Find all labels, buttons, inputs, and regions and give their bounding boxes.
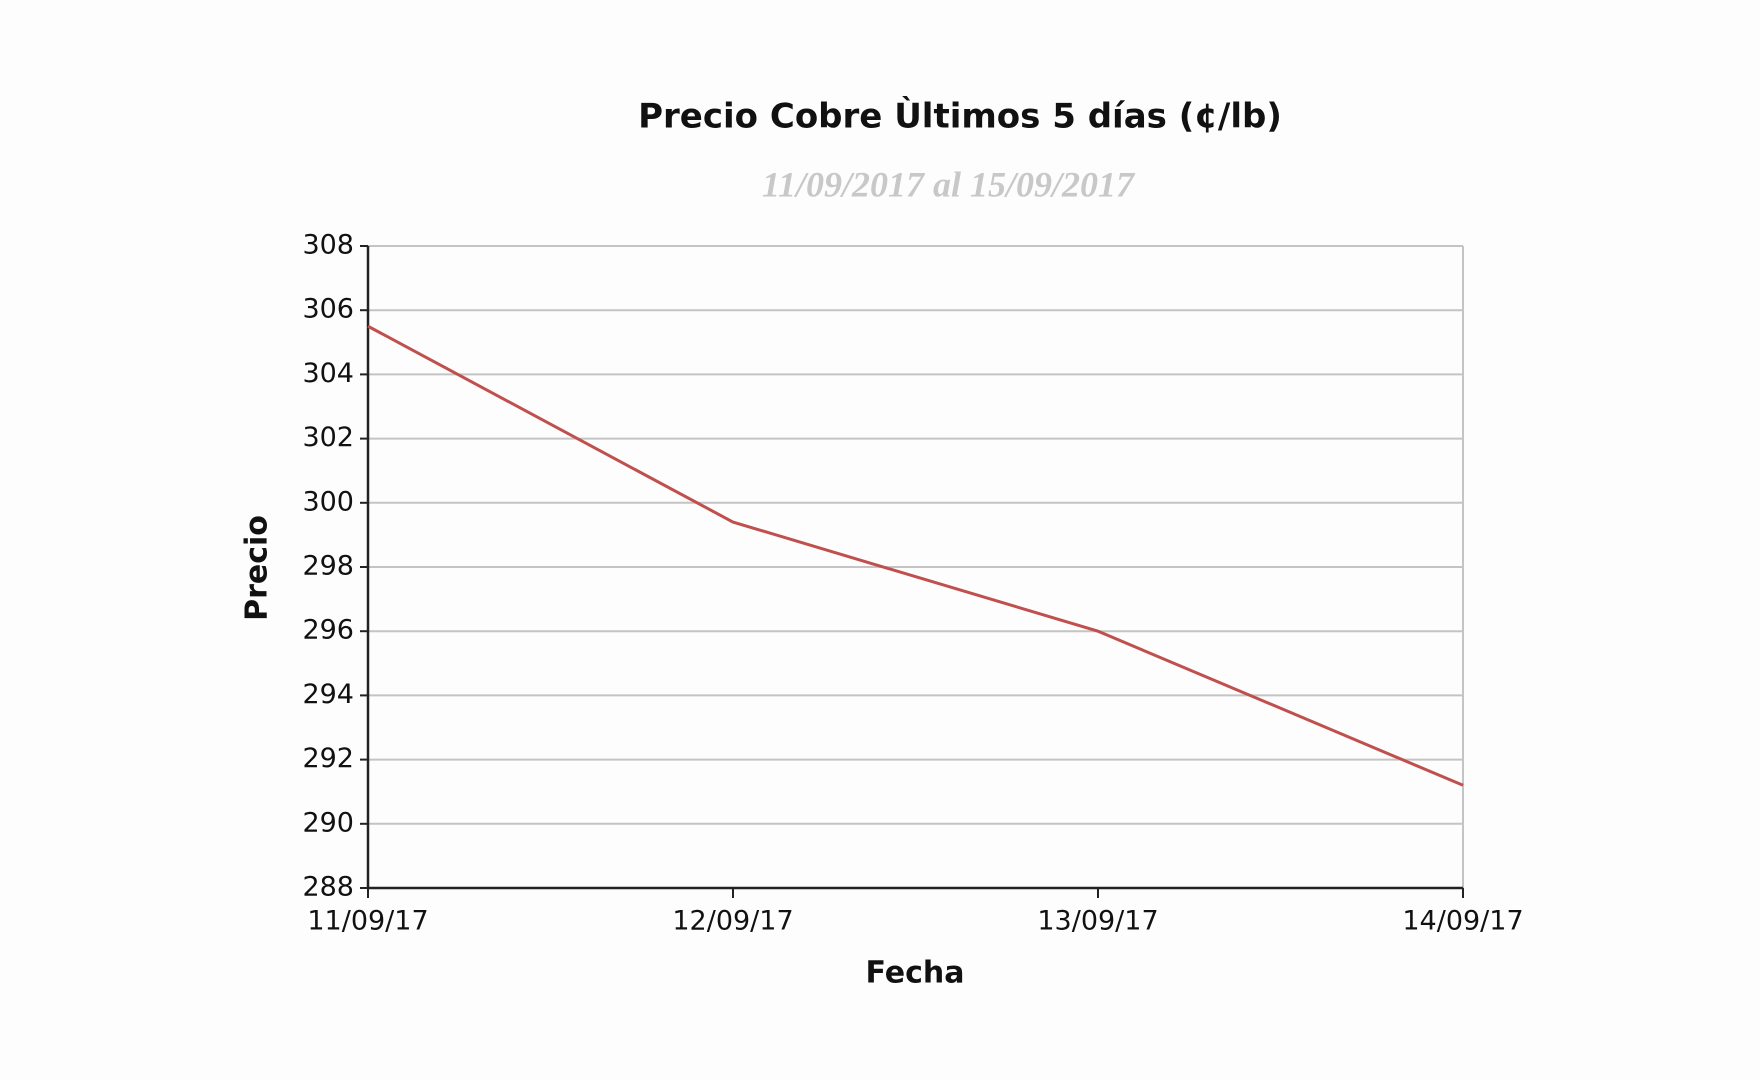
y-tick-label: 296 (302, 615, 354, 646)
y-tick-label: 298 (302, 551, 354, 582)
y-tick-label: 304 (302, 358, 354, 389)
x-axis-title: Fecha (865, 956, 964, 991)
x-tick-label: 12/09/17 (672, 906, 793, 937)
line-series (367, 324, 1464, 787)
y-tick-label: 292 (302, 743, 354, 774)
y-tick-label: 306 (302, 294, 354, 325)
y-tick-label: 290 (302, 807, 354, 838)
y-tick-label: 302 (302, 422, 354, 453)
y-tick-label: 288 (302, 872, 354, 903)
x-tick-label: 11/09/17 (307, 906, 428, 937)
y-tick-label: 294 (302, 679, 354, 710)
y-tick-label: 300 (302, 486, 354, 517)
y-tick-label: 308 (302, 230, 354, 261)
chart-subtitle: 11/09/2017 al 15/09/2017 (762, 164, 1136, 204)
x-tick-label: 14/09/17 (1402, 906, 1523, 937)
x-tick-label: 13/09/17 (1037, 906, 1158, 937)
chart-title: Precio Cobre Ùltimos 5 días (¢/lb) (638, 96, 1282, 137)
y-axis-title: Precio (240, 515, 275, 621)
